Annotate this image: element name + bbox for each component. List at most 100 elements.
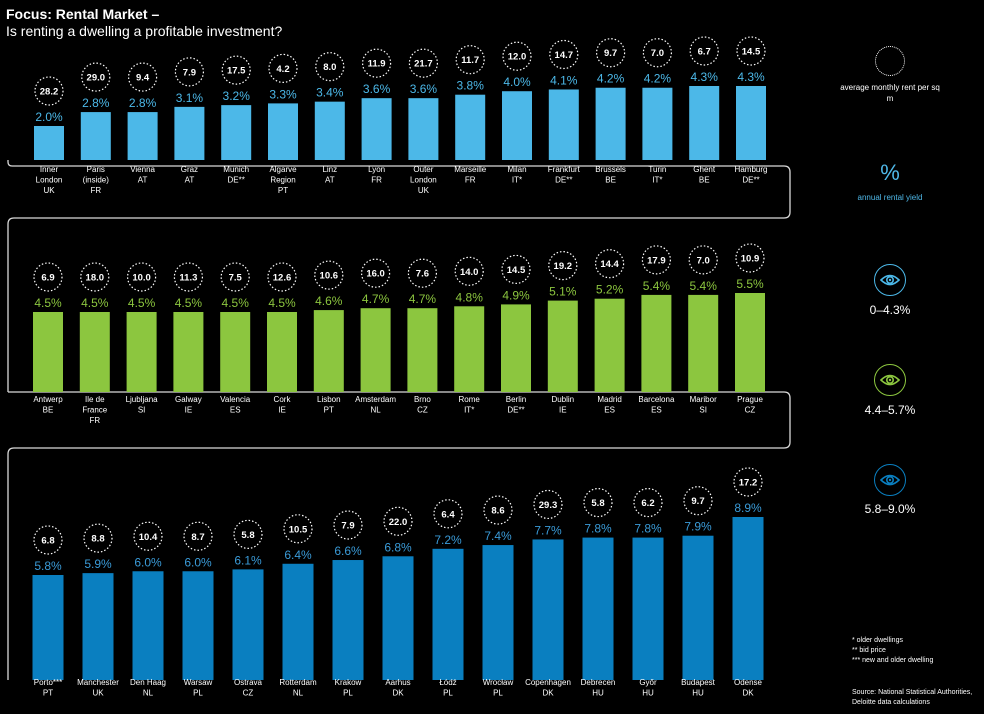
city-label: NL <box>293 689 304 698</box>
yield-label: 7.2% <box>434 533 462 547</box>
rent-circle <box>455 45 485 75</box>
bar-1-15 <box>689 86 720 160</box>
bar-2-7 <box>313 310 344 392</box>
city-label: IE <box>559 406 567 415</box>
city-label: Krakow <box>335 678 362 687</box>
city-label: BE <box>605 176 616 185</box>
city-label: PL <box>493 689 503 698</box>
city-label: IE <box>278 406 286 415</box>
city-label: DE** <box>742 176 759 185</box>
rent-value: 18.0 <box>86 273 105 284</box>
source-line-2: Deloitte data calculations <box>852 699 930 706</box>
bar-3-10 <box>482 545 514 680</box>
city-label: Rotterdam <box>279 678 317 687</box>
rent-value: 14.5 <box>742 47 761 58</box>
rent-value: 19.2 <box>554 261 573 272</box>
rent-circle <box>33 525 63 555</box>
yield-label: 6.0% <box>134 555 162 569</box>
city-label: Warsaw <box>184 678 213 687</box>
rent-value: 11.3 <box>179 273 197 284</box>
rent-value: 10.0 <box>132 273 151 284</box>
rent-circle <box>174 57 204 87</box>
yield-label: 7.9% <box>684 520 712 534</box>
yield-label: 5.4% <box>643 279 671 293</box>
yield-label: 4.8% <box>456 290 484 304</box>
city-label: Ljubljana <box>126 395 159 404</box>
rent-circle <box>689 36 719 66</box>
rent-circle <box>133 521 163 551</box>
yield-label: 6.1% <box>234 553 262 567</box>
city-label: NL <box>143 689 154 698</box>
yield-label: 5.8% <box>34 559 62 573</box>
rent-value: 14.7 <box>555 50 574 61</box>
footnote-1: * older dwellings <box>852 637 903 644</box>
rent-value: 6.9 <box>41 273 54 284</box>
city-label: DK <box>542 689 554 698</box>
rent-value: 10.5 <box>289 524 308 535</box>
city-label: BE <box>43 406 54 415</box>
city-label: PL <box>443 689 453 698</box>
yield-label: 4.9% <box>502 288 530 302</box>
city-label: Prague <box>737 395 763 404</box>
city-label: DE** <box>507 406 524 415</box>
city-label: Ile de <box>85 395 105 404</box>
city-label: Lyon <box>368 165 385 174</box>
city-label: Turin <box>648 165 666 174</box>
city-label: Copenhagen <box>525 678 571 687</box>
yield-label: 4.7% <box>362 292 390 306</box>
rent-circle <box>483 495 513 525</box>
rent-circle <box>33 262 63 292</box>
rent-circle <box>220 262 250 292</box>
bar-1-6 <box>268 103 298 160</box>
bar-1-5 <box>221 105 252 160</box>
bar-1-1 <box>34 126 64 160</box>
rent-circle <box>128 62 158 92</box>
rent-circle <box>641 245 672 275</box>
city-label: DK <box>392 689 404 698</box>
rent-circle <box>173 262 203 292</box>
rent-value: 10.6 <box>320 271 339 282</box>
bar-1-3 <box>127 112 158 160</box>
city-label: FR <box>371 176 382 185</box>
city-label: SI <box>138 406 146 415</box>
bar-2-4 <box>173 312 204 392</box>
bar-1-4 <box>174 106 205 160</box>
bar-3-13 <box>632 537 664 680</box>
yield-label: 7.8% <box>584 522 612 536</box>
bar-2-8 <box>360 308 391 392</box>
city-label: Manchester <box>77 678 119 687</box>
rent-value: 14.0 <box>460 267 479 278</box>
rent-value: 9.7 <box>604 48 617 59</box>
yield-label: 3.6% <box>410 82 438 96</box>
city-label: Łódź <box>439 678 456 687</box>
yield-label: 4.0% <box>503 75 531 89</box>
group-frame-2 <box>7 391 791 680</box>
rent-value: 8.0 <box>323 62 336 73</box>
rent-value: 5.8 <box>241 530 254 541</box>
yield-label: 3.1% <box>176 91 204 105</box>
rent-value: 17.2 <box>739 478 758 489</box>
city-label: Madrid <box>597 395 621 404</box>
city-label: DE** <box>555 176 572 185</box>
bar-2-9 <box>407 308 438 392</box>
rent-circle <box>407 258 437 288</box>
yield-label: 6.6% <box>334 544 362 558</box>
rent-circle <box>533 489 563 520</box>
rent-circle <box>583 487 613 518</box>
bar-1-11 <box>502 91 532 160</box>
city-label: Dublin <box>551 395 574 404</box>
city-label: IT* <box>652 176 662 185</box>
yield-label: 7.7% <box>534 523 562 537</box>
eye-icon <box>874 264 906 296</box>
yield-label: 5.9% <box>84 557 112 571</box>
city-label: Algarve <box>269 165 297 174</box>
city-label: PL <box>343 689 353 698</box>
yield-label: 6.8% <box>384 540 412 554</box>
rent-value: 28.2 <box>40 87 59 98</box>
bar-1-9 <box>408 98 439 160</box>
rent-circle <box>502 41 532 71</box>
yield-label: 2.8% <box>82 96 110 110</box>
city-label: CZ <box>417 406 428 415</box>
bar-1-10 <box>455 94 486 160</box>
city-label: IT* <box>464 406 474 415</box>
